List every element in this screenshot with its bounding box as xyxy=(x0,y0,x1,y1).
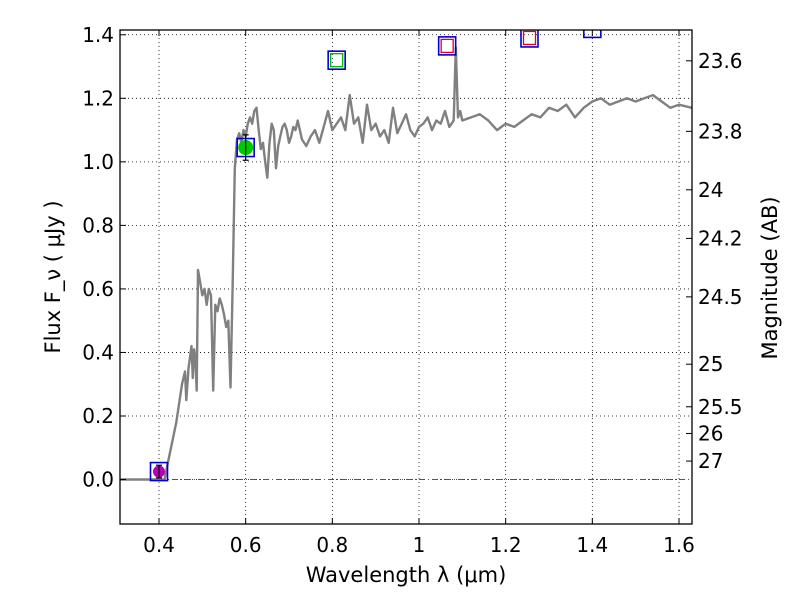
x-tick-label: 1 xyxy=(413,533,426,557)
y2-axis-label: Magnitude (AB) xyxy=(758,196,782,359)
y-tick-label: 1.4 xyxy=(82,23,114,47)
photometry-inner-box xyxy=(522,30,537,46)
y-tick-label: 1.2 xyxy=(82,86,114,110)
x-tick-label: 0.4 xyxy=(143,533,175,557)
x-tick-label: 1.2 xyxy=(490,533,522,557)
y2-tick-label: 25.5 xyxy=(698,395,743,419)
photometry-point xyxy=(437,36,457,56)
photometry-box xyxy=(437,36,457,56)
photometry-box xyxy=(520,30,539,48)
photometry-point xyxy=(583,30,602,39)
y-axis-ticks: 0.0 0.2 0.4 0.6 0.8 1.0 1.2 1.4 xyxy=(82,23,126,492)
y-tick-label: 0.6 xyxy=(82,277,114,301)
photometry-point xyxy=(149,461,169,482)
y-tick-label: 1.0 xyxy=(82,150,114,174)
photometry-point xyxy=(520,30,539,48)
y2-tick-label: 23.8 xyxy=(698,119,743,143)
y-tick-label: 0.0 xyxy=(82,468,114,492)
x-tick-label: 1.4 xyxy=(576,533,608,557)
y2-tick-label: 23.6 xyxy=(698,49,743,73)
photometry-box xyxy=(236,137,255,158)
y2-tick-label: 24.2 xyxy=(698,226,743,250)
x-axis-ticks: 0.4 0.6 0.8 1 1.2 1.4 1.6 xyxy=(143,30,695,557)
photometry-points xyxy=(149,30,602,482)
y-tick-label: 0.2 xyxy=(82,404,114,428)
spectrum-line xyxy=(120,46,692,481)
photometry-inner-box xyxy=(440,38,454,54)
photometry-box xyxy=(583,30,602,39)
y2-tick-label: 27 xyxy=(698,449,723,473)
y2-tick-label: 24.5 xyxy=(698,285,743,309)
y-tick-label: 0.4 xyxy=(82,340,114,364)
x-tick-label: 0.8 xyxy=(316,533,348,557)
y2-tick-label: 26 xyxy=(698,421,723,445)
y2-tick-label: 25 xyxy=(698,352,723,376)
y-axis-label: Flux F_ν ( μJy ) xyxy=(41,200,66,353)
photometry-box xyxy=(149,461,169,482)
y2-tick-label: 24 xyxy=(698,178,723,202)
x-axis-label: Wavelength λ (μm) xyxy=(306,563,507,587)
grid xyxy=(120,30,692,524)
x-tick-label: 0.6 xyxy=(230,533,262,557)
photometry-inner-box xyxy=(330,53,344,68)
y-tick-label: 0.8 xyxy=(82,213,114,237)
x-tick-label: 1.6 xyxy=(663,533,695,557)
plot-frame xyxy=(119,29,693,525)
photometry-point xyxy=(236,134,255,161)
y2-axis-ticks: 23.6 23.8 24 24.2 24.5 25 25.526 27 xyxy=(686,49,743,473)
photometry-box xyxy=(327,50,346,70)
photometry-point xyxy=(327,50,346,70)
